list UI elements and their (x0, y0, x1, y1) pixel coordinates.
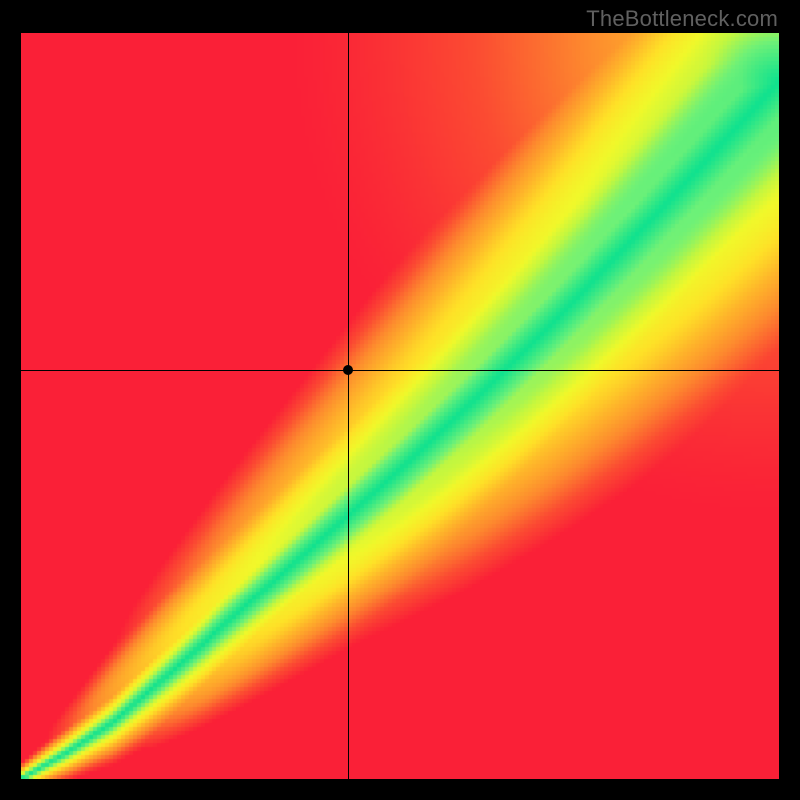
plot-area (21, 33, 779, 779)
heatmap-canvas (21, 33, 779, 779)
crosshair-vertical (348, 33, 349, 779)
crosshair-horizontal (21, 370, 779, 371)
watermark-text: TheBottleneck.com (586, 6, 778, 32)
